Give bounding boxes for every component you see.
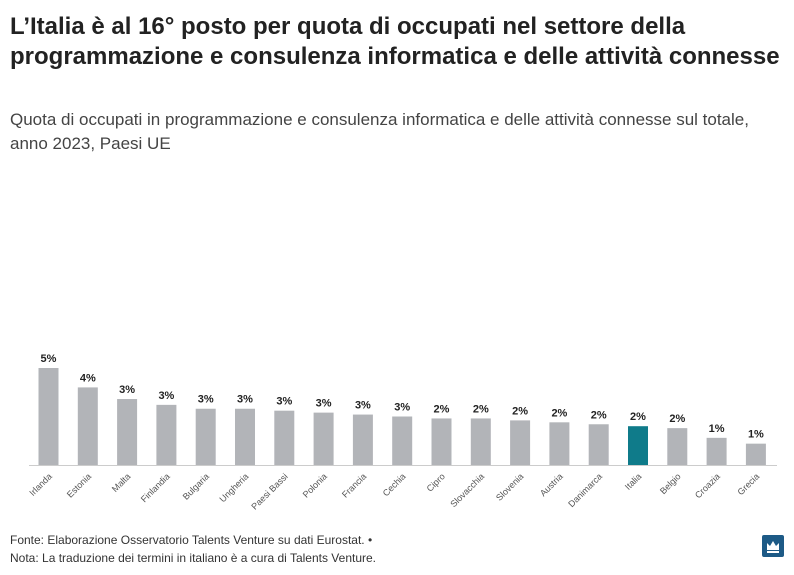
tick-label-austria: Austria: [538, 471, 565, 498]
tick-label-irlanda: Irlanda: [27, 471, 54, 498]
data-label-grecia: 1%: [748, 429, 764, 441]
data-label-austria: 2%: [551, 407, 567, 419]
data-label-belgio: 2%: [669, 413, 685, 425]
data-label-paesi-bassi: 3%: [276, 396, 292, 408]
data-label-slovacchia: 2%: [473, 403, 489, 415]
tick-label-cechia: Cechia: [381, 471, 408, 498]
bar-danimarca: [588, 424, 609, 465]
data-label-polonia: 3%: [316, 398, 332, 410]
bar-estonia: [77, 387, 98, 465]
bar-grecia: [745, 443, 766, 465]
footer: Fonte: Elaborazione Osservatorio Talents…: [10, 531, 710, 567]
bar-cechia: [392, 416, 413, 465]
data-label-bulgaria: 3%: [198, 394, 214, 406]
tick-label-slovacchia: Slovacchia: [448, 471, 486, 509]
source-note: Fonte: Elaborazione Osservatorio Talents…: [10, 533, 373, 547]
bar-slovacchia: [470, 418, 491, 465]
data-label-italia: 2%: [630, 411, 646, 423]
tick-label-italia: Italia: [623, 471, 644, 492]
tick-label-estonia: Estonia: [65, 471, 93, 499]
bar-croazia: [706, 437, 727, 465]
data-label-irlanda: 5%: [41, 353, 57, 365]
crown-icon: [762, 535, 784, 557]
translation-note: Nota: La traduzione dei termini in itali…: [10, 551, 376, 565]
tick-label-belgio: Belgio: [658, 471, 683, 496]
tick-label-grecia: Grecia: [735, 471, 761, 497]
tick-label-francia: Francia: [340, 471, 368, 499]
bar-irlanda: [38, 368, 59, 465]
bar-finlandia: [156, 404, 177, 465]
data-label-cechia: 3%: [394, 402, 410, 414]
data-label-francia: 3%: [355, 400, 371, 412]
bar-slovenia: [510, 420, 531, 465]
data-label-finlandia: 3%: [158, 390, 174, 402]
bar-francia: [352, 414, 373, 465]
tick-label-paesi-bassi: Paesi Bassi: [249, 471, 289, 511]
tick-label-finlandia: Finlandia: [139, 471, 172, 504]
data-label-slovenia: 2%: [512, 405, 528, 417]
tick-label-polonia: Polonia: [301, 471, 329, 499]
tick-label-bulgaria: Bulgaria: [181, 471, 211, 501]
bar-malta: [117, 399, 138, 465]
bar-cipro: [431, 418, 452, 465]
data-label-malta: 3%: [119, 384, 135, 396]
tick-label-malta: Malta: [110, 471, 133, 494]
bar-bulgaria: [195, 408, 216, 465]
bar-paesi-bassi: [274, 410, 295, 465]
bar-ungheria: [235, 408, 255, 465]
tick-label-cipro: Cipro: [425, 471, 447, 493]
tick-label-croazia: Croazia: [693, 471, 722, 500]
bar-chart: 5% Irlanda 4% Estonia 3% Malta 3% Finlandia 3% Bu…: [27, 353, 777, 512]
bar-austria: [549, 422, 570, 465]
bar-polonia: [313, 412, 334, 465]
data-label-danimarca: 2%: [591, 409, 607, 421]
chart-title: L’Italia è al 16° posto per quota di occ…: [10, 13, 780, 70]
data-label-ungheria: 3%: [237, 394, 253, 406]
tick-label-slovenia: Slovenia: [494, 471, 525, 502]
bar-belgio: [667, 428, 688, 465]
data-label-estonia: 4%: [80, 372, 96, 384]
chart-subtitle: Quota di occupati in programmazione e co…: [10, 110, 749, 153]
bar-italia: [628, 426, 648, 465]
data-label-cipro: 2%: [434, 403, 450, 415]
tick-label-danimarca: Danimarca: [566, 471, 604, 509]
tick-label-ungheria: Ungheria: [218, 471, 251, 504]
data-label-croazia: 1%: [709, 423, 725, 435]
